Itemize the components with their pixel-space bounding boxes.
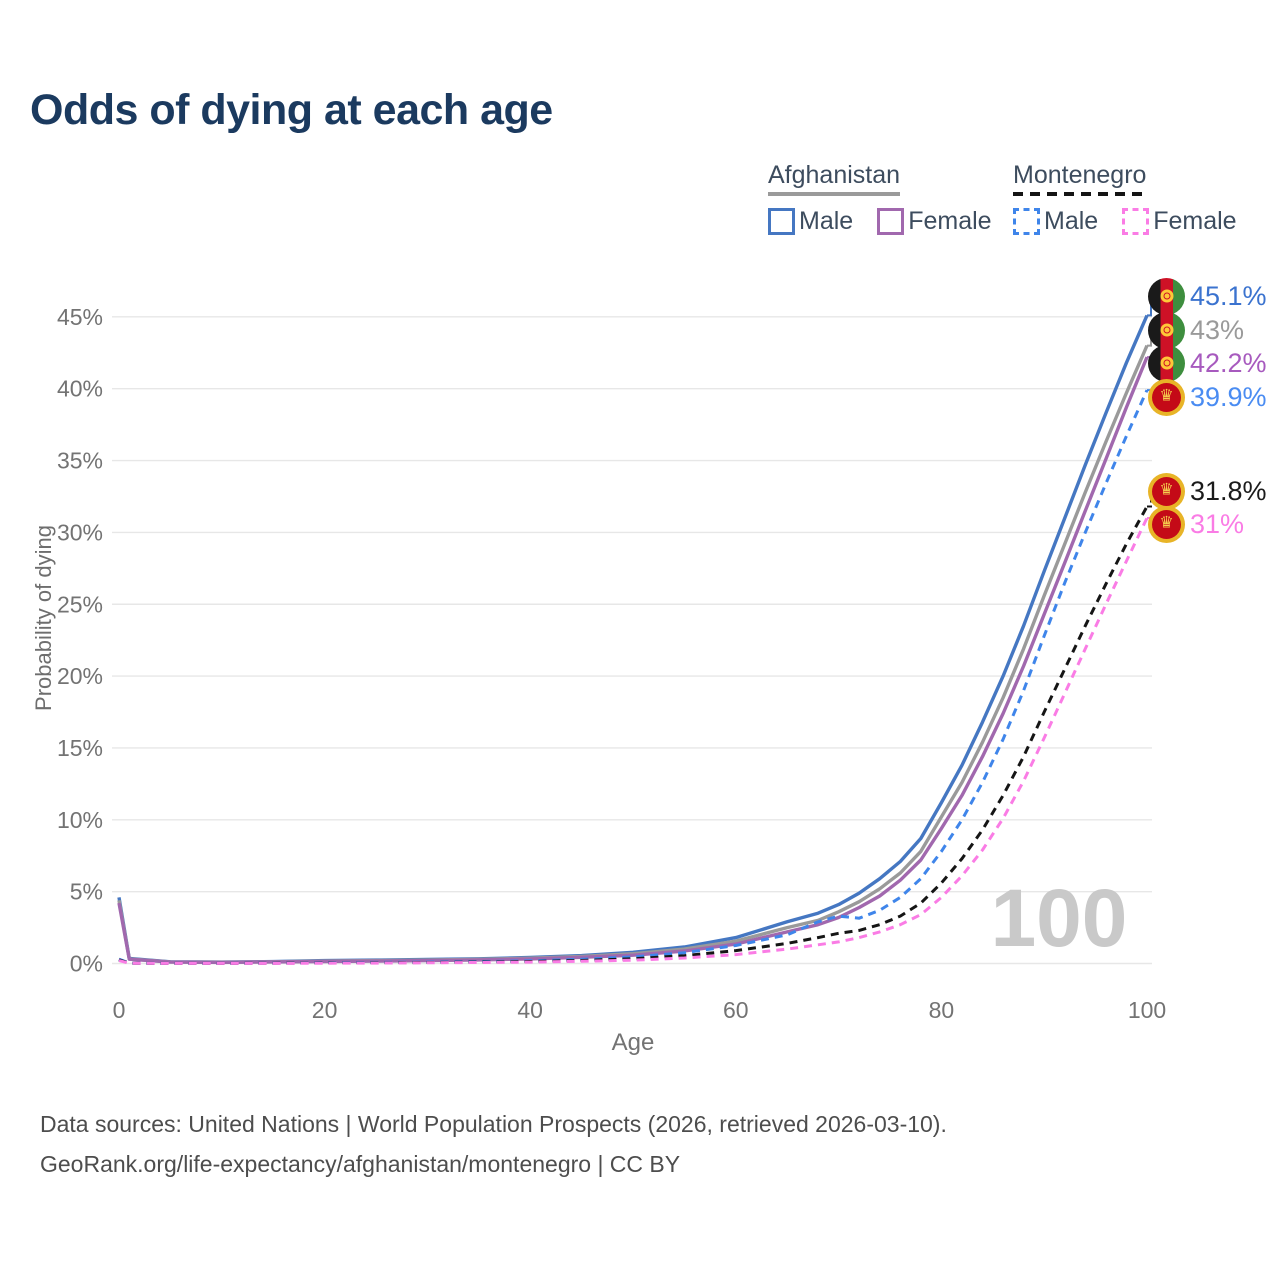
legend-item-label[interactable]: Male xyxy=(799,207,854,235)
montenegro-female-swatch[interactable] xyxy=(1122,208,1150,235)
end-label-value: 42.2% xyxy=(1190,348,1267,378)
x-axis-title: Age xyxy=(612,1029,655,1056)
y-tick-label: 30% xyxy=(57,519,103,545)
footer: Data sources: United Nations | World Pop… xyxy=(40,1104,947,1184)
y-tick-label: 40% xyxy=(57,376,103,402)
legend-country-label: Montenegro xyxy=(1013,161,1147,189)
afghanistan-male-swatch[interactable] xyxy=(768,208,795,235)
end-label-afghanistan-male: 45.1% xyxy=(1148,277,1267,315)
legend-group-afghanistan: Afghanistan Male Female xyxy=(768,161,992,236)
montenegro-flag-icon xyxy=(1148,505,1185,543)
montenegro-flag-icon xyxy=(1148,472,1185,510)
y-axis-title: Probability of dying xyxy=(31,525,56,711)
y-tick-label: 15% xyxy=(57,735,103,761)
legend-country-montenegro[interactable]: Montenegro xyxy=(1013,161,1147,196)
legend-country-afghanistan[interactable]: Afghanistan xyxy=(768,161,901,196)
series-line-afghanistan-female[interactable] xyxy=(117,356,1149,965)
end-label-value: 43% xyxy=(1190,315,1245,345)
montenegro-flag-icon xyxy=(1148,378,1185,416)
chart-title: Odds of dying at each age xyxy=(30,86,553,134)
montenegro-total-line-swatch xyxy=(1013,192,1147,196)
end-label-montenegro-total: 31.8% xyxy=(1148,472,1267,510)
x-tick-label: 100 xyxy=(1128,997,1166,1023)
afghanistan-total-line-swatch xyxy=(768,192,901,196)
montenegro-male-swatch[interactable] xyxy=(1013,208,1040,235)
y-tick-label: 0% xyxy=(70,951,103,977)
attribution-text: GeoRank.org/life-expectancy/afghanistan/… xyxy=(40,1151,681,1177)
x-tick-label: 40 xyxy=(517,997,543,1023)
legend-country-label: Afghanistan xyxy=(768,161,901,189)
legend-item-label[interactable]: Female xyxy=(908,207,992,235)
afghanistan-flag-icon xyxy=(1148,277,1185,315)
y-tick-label: 10% xyxy=(57,807,103,833)
afghanistan-flag-icon xyxy=(1148,311,1185,349)
x-tick-label: 0 xyxy=(113,997,126,1023)
y-tick-label: 20% xyxy=(57,663,103,689)
y-tick-label: 35% xyxy=(57,448,103,474)
end-label-value: 45.1% xyxy=(1190,281,1267,311)
y-tick-label: 45% xyxy=(57,304,103,330)
x-tick-label: 80 xyxy=(929,997,955,1023)
series-line-afghanistan-male[interactable] xyxy=(117,314,1149,964)
end-label-value: 31.8% xyxy=(1190,476,1267,506)
end-label-value: 39.9% xyxy=(1190,382,1267,412)
series-line-montenegro-female[interactable] xyxy=(118,517,1149,965)
end-label-afghanistan-female: 42.2% xyxy=(1148,344,1267,382)
legend-item-label[interactable]: Female xyxy=(1153,207,1237,235)
y-tick-label: 25% xyxy=(57,591,103,617)
end-label-afghanistan-total: 43% xyxy=(1148,311,1244,349)
y-tick-label: 5% xyxy=(70,879,103,905)
legend-group-montenegro: Montenegro Male Female xyxy=(1013,161,1237,236)
end-label-montenegro-female: 31% xyxy=(1148,505,1244,543)
x-tick-label: 60 xyxy=(723,997,749,1023)
end-label-montenegro-male: 39.9% xyxy=(1148,378,1267,416)
end-label-value: 31% xyxy=(1190,509,1245,539)
afghanistan-female-swatch[interactable] xyxy=(877,208,905,235)
age-watermark: 100 xyxy=(991,873,1128,964)
data-sources-text: Data sources: United Nations | World Pop… xyxy=(40,1111,947,1137)
series-line-afghanistan-total[interactable] xyxy=(117,344,1149,964)
legend-item-label[interactable]: Male xyxy=(1044,207,1099,235)
afghanistan-flag-icon xyxy=(1148,344,1185,382)
x-tick-label: 20 xyxy=(312,997,338,1023)
